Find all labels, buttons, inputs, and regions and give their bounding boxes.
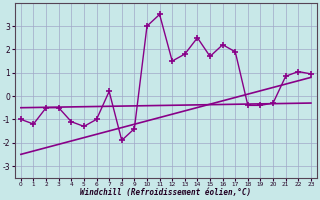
X-axis label: Windchill (Refroidissement éolien,°C): Windchill (Refroidissement éolien,°C) [80,188,252,197]
